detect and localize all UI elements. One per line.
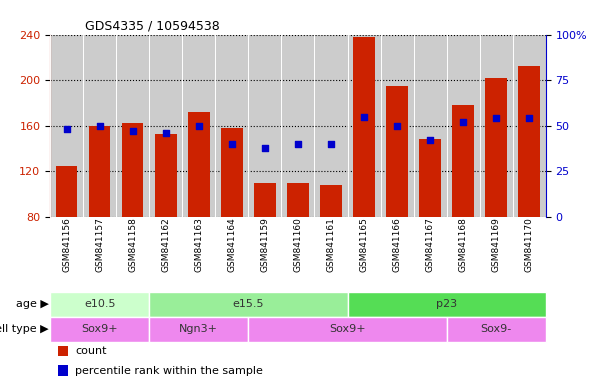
Text: GSM841160: GSM841160 [293,217,303,272]
Point [326,141,336,147]
Bar [188,112,209,217]
Text: p23: p23 [436,299,457,310]
Bar [58,365,68,376]
Bar [348,292,546,317]
Bar [221,128,242,217]
Point [260,145,270,151]
Point [425,137,435,144]
Text: e15.5: e15.5 [232,299,264,310]
Point [293,141,303,147]
Bar [519,66,540,217]
Point [525,116,534,122]
Text: GSM841170: GSM841170 [525,217,534,272]
Bar [149,292,348,317]
Bar [353,37,375,217]
Point [194,123,204,129]
Bar [149,317,248,342]
Text: age ▶: age ▶ [15,299,48,310]
Text: GSM841158: GSM841158 [128,217,137,272]
Text: GSM841163: GSM841163 [194,217,204,272]
Bar [56,166,77,217]
Text: Sox9+: Sox9+ [329,324,366,334]
Bar [155,134,176,217]
Point [62,126,71,132]
Text: GSM841165: GSM841165 [359,217,369,272]
Text: Sox9-: Sox9- [481,324,512,334]
Text: GSM841166: GSM841166 [392,217,402,272]
Bar [58,346,68,356]
Point [491,116,501,122]
Bar [254,183,276,217]
Text: cell type ▶: cell type ▶ [0,324,48,334]
Bar [419,139,441,217]
Text: percentile rank within the sample: percentile rank within the sample [75,366,263,376]
Text: GSM841169: GSM841169 [491,217,501,272]
Point [227,141,237,147]
Text: Ngn3+: Ngn3+ [179,324,218,334]
Bar [50,292,149,317]
Text: GSM841157: GSM841157 [95,217,104,272]
Text: GSM841168: GSM841168 [458,217,468,272]
Text: GSM841161: GSM841161 [326,217,336,272]
Text: GSM841162: GSM841162 [161,217,171,272]
Point [128,128,137,134]
Bar [486,78,507,217]
Point [161,130,171,136]
Point [458,119,468,125]
Bar [89,126,110,217]
Bar [447,317,546,342]
Bar [386,86,408,217]
Text: GDS4335 / 10594538: GDS4335 / 10594538 [85,19,219,32]
Bar [453,105,474,217]
Text: e10.5: e10.5 [84,299,116,310]
Bar [50,317,149,342]
Text: Sox9+: Sox9+ [81,324,118,334]
Text: GSM841164: GSM841164 [227,217,237,272]
Text: count: count [75,346,106,356]
Bar [287,183,309,217]
Point [95,123,104,129]
Text: GSM841156: GSM841156 [62,217,71,272]
Text: GSM841159: GSM841159 [260,217,270,272]
Bar [320,185,342,217]
Bar [122,124,143,217]
Point [359,114,369,120]
Point [392,123,402,129]
Text: GSM841167: GSM841167 [425,217,435,272]
Bar [248,317,447,342]
